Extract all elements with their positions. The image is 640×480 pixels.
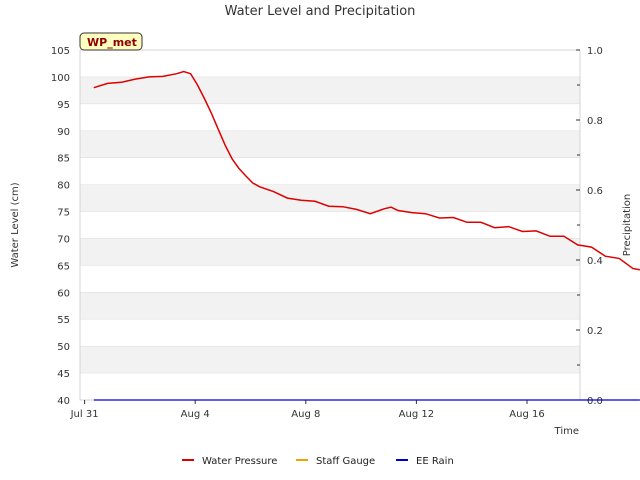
plot-band bbox=[80, 184, 580, 212]
legend-label-staff-gauge: Staff Gauge bbox=[316, 456, 375, 467]
series-layer bbox=[93, 70, 640, 401]
y-tick-label: 70 bbox=[57, 234, 70, 245]
legend-label-ee-rain: EE Rain bbox=[416, 456, 454, 467]
y2-axis-label: Precipitation bbox=[622, 194, 633, 257]
y-tick-label: 55 bbox=[57, 315, 70, 326]
y-tick-label: 65 bbox=[57, 261, 70, 272]
y2-tick-label: 1.0 bbox=[587, 46, 603, 57]
y-tick-label: 85 bbox=[57, 154, 70, 165]
site-tag-box: WP_met bbox=[79, 32, 143, 51]
y-tick-label: 105 bbox=[51, 46, 70, 57]
plot-band bbox=[80, 130, 580, 158]
plot-band bbox=[80, 265, 580, 293]
y2-tick-label: 0.8 bbox=[587, 116, 603, 127]
x-axis: Jul 31 Aug 4 Aug 8 Aug 12 Aug 16 bbox=[70, 400, 545, 420]
plot-band bbox=[80, 50, 580, 77]
y-tick-label: 80 bbox=[57, 181, 70, 192]
plot-band bbox=[80, 319, 580, 347]
plot-band bbox=[80, 292, 580, 320]
plot-band bbox=[80, 103, 580, 131]
plot-band bbox=[80, 157, 580, 185]
legend-label-water-pressure: Water Pressure bbox=[202, 456, 277, 467]
chart-title: Water Level and Precipitation bbox=[225, 4, 416, 19]
plot-band bbox=[80, 373, 580, 400]
y-tick-label: 90 bbox=[57, 127, 70, 138]
x-axis-label: Time bbox=[554, 426, 579, 437]
plot-band bbox=[80, 76, 580, 104]
series-line-water-pressure bbox=[93, 70, 640, 271]
plot-band bbox=[80, 346, 580, 374]
y-tick-label: 60 bbox=[57, 288, 70, 299]
y2-tick-label: 0.0 bbox=[587, 396, 603, 407]
y2-tick-label: 0.2 bbox=[587, 326, 603, 337]
plot-band bbox=[80, 211, 580, 239]
y-tick-label: 40 bbox=[57, 396, 70, 407]
y-tick-label: 95 bbox=[57, 100, 70, 111]
y-axis-right: 0.0 0.2 0.4 0.6 0.8 1.0 bbox=[576, 46, 603, 407]
y-tick-label: 45 bbox=[57, 369, 70, 380]
x-tick-label: Aug 16 bbox=[509, 409, 544, 420]
x-tick-label: Aug 8 bbox=[291, 409, 320, 420]
plot-bands bbox=[80, 50, 580, 401]
plot-band bbox=[80, 238, 580, 266]
y-tick-label: 50 bbox=[57, 342, 70, 353]
legend: Water Pressure Staff Gauge EE Rain bbox=[182, 456, 454, 467]
x-tick-label: Aug 12 bbox=[399, 409, 434, 420]
y-axis-left: 40 45 50 55 60 65 70 75 80 85 90 95 100 105 bbox=[51, 46, 70, 407]
y-tick-label: 75 bbox=[57, 208, 70, 219]
y-axis-label: Water Level (cm) bbox=[10, 182, 21, 267]
y2-tick-label: 0.6 bbox=[587, 186, 603, 197]
x-tick-label: Jul 31 bbox=[70, 409, 99, 420]
x-tick-label: Aug 4 bbox=[181, 409, 210, 420]
site-tag-background bbox=[79, 32, 143, 51]
y2-tick-label: 0.4 bbox=[587, 256, 603, 267]
site-tag-label: WP_met bbox=[87, 36, 137, 49]
y-tick-label: 100 bbox=[51, 73, 70, 84]
